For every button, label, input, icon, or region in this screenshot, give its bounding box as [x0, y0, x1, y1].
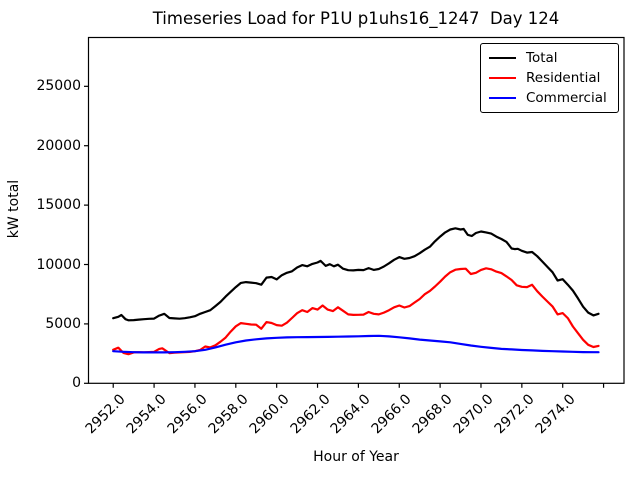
y-tick-label: 5000 — [45, 315, 81, 332]
x-axis-label: Hour of Year — [313, 449, 399, 465]
chart-title: Timeseries Load for P1U p1uhs16_1247 Day… — [152, 9, 560, 28]
legend-line-icon — [489, 77, 516, 79]
legend-item-total: Total — [489, 49, 610, 67]
legend-item-residential: Residential — [489, 69, 610, 87]
series-lines — [112, 227, 600, 356]
axes-frame — [87, 36, 625, 384]
y-tick-label: 10000 — [36, 256, 81, 273]
y-tick-label: 20000 — [36, 137, 81, 154]
legend-label: Total — [526, 50, 558, 66]
series-line-residential — [112, 267, 600, 356]
series-line-total — [112, 227, 600, 322]
y-tick-label: 15000 — [36, 197, 81, 214]
legend-label: Commercial — [526, 90, 607, 106]
legend-item-commercial: Commercial — [489, 89, 610, 107]
legend: Total Residential Commercial — [480, 43, 619, 113]
y-tick-label: 0 — [72, 375, 81, 392]
tick-marks — [84, 85, 605, 388]
legend-label: Residential — [526, 70, 601, 86]
series-line-commercial — [112, 334, 600, 354]
y-tick-label: 25000 — [36, 78, 81, 95]
legend-line-icon — [489, 57, 516, 59]
legend-line-icon — [489, 97, 516, 99]
